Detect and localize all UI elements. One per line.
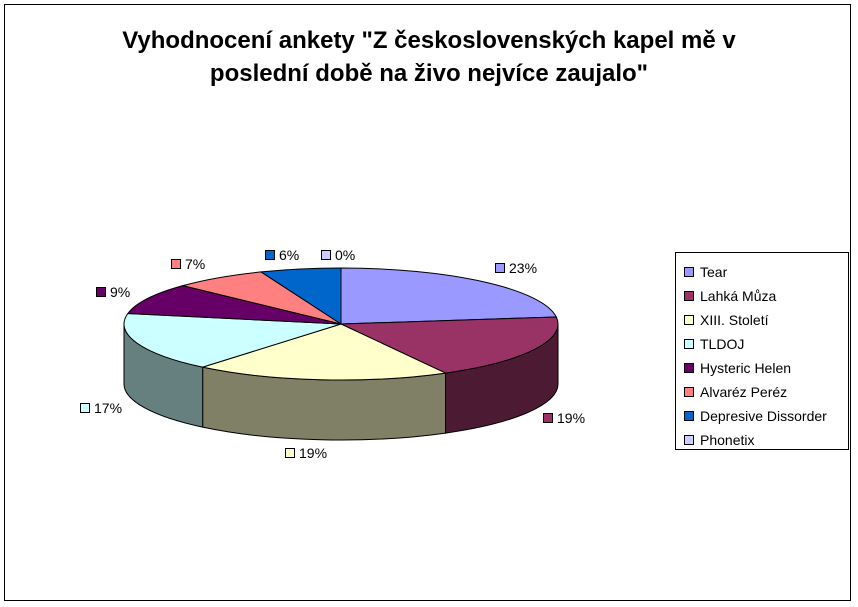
pie-slice-3 [123, 312, 342, 368]
data-label-text: 23% [509, 260, 538, 276]
legend-label: Lahká Můza [700, 288, 777, 304]
data-label-swatch [80, 403, 90, 413]
legend-swatch [684, 363, 694, 373]
legend-swatch [684, 387, 694, 397]
legend-label: Alvaréz Peréz [700, 384, 788, 400]
pie-slice-4 [126, 285, 342, 325]
legend-swatch [684, 435, 694, 445]
legend-label: Hysteric Helen [700, 360, 792, 376]
legend-item: Alvaréz Peréz [684, 380, 848, 404]
data-label-swatch [321, 250, 331, 260]
data-label-7: 0% [321, 247, 355, 263]
pie-slice-2 [200, 323, 448, 381]
pie-slice-6 [259, 267, 342, 325]
data-label-1: 19% [543, 410, 585, 426]
data-label-text: 9% [110, 284, 131, 300]
data-label-6: 6% [265, 247, 299, 263]
legend-label: TLDOJ [700, 336, 745, 352]
data-label-3: 17% [80, 400, 122, 416]
data-label-0: 23% [495, 260, 537, 276]
legend-item: TLDOJ [684, 332, 848, 356]
legend: Tear Lahká Můza XIII. Století TLDOJ Hysteric… [675, 252, 849, 450]
data-label-swatch [171, 259, 181, 269]
data-label-text: 7% [185, 256, 206, 272]
data-label-text: 6% [279, 247, 300, 263]
legend-item: XIII. Století [684, 308, 848, 332]
data-label-swatch [265, 250, 275, 260]
data-label-2: 19% [285, 445, 327, 461]
data-label-4: 9% [96, 284, 130, 300]
data-label-swatch [543, 413, 553, 423]
legend-item: Phonetix [684, 428, 848, 452]
legend-label: Depresive Dissorder [700, 408, 827, 424]
chart-title: Vyhodnocení ankety "Z československých k… [0, 24, 858, 90]
data-label-text: 19% [557, 410, 586, 426]
legend-swatch [684, 315, 694, 325]
legend-item: Tear [684, 260, 848, 284]
legend-item: Hysteric Helen [684, 356, 848, 380]
legend-swatch [684, 339, 694, 349]
data-label-swatch [495, 263, 505, 273]
data-label-swatch [285, 448, 295, 458]
legend-label: Tear [700, 264, 728, 280]
legend-item: Depresive Dissorder [684, 404, 848, 428]
pie-slice-1 [340, 316, 559, 374]
data-label-text: 0% [335, 247, 356, 263]
legend-label: XIII. Století [700, 312, 769, 328]
data-label-text: 17% [94, 400, 123, 416]
pie-slice-0 [340, 267, 558, 325]
legend-swatch [684, 291, 694, 301]
legend-item: Lahká Můza [684, 284, 848, 308]
legend-swatch [684, 267, 694, 277]
chart-title-line-2: poslední době na živo nejvíce zaujalo" [209, 60, 649, 87]
data-label-swatch [96, 287, 106, 297]
data-label-text: 19% [299, 445, 328, 461]
chart-title-line-1: Vyhodnocení ankety "Z československých k… [122, 27, 736, 54]
legend-swatch [684, 411, 694, 421]
data-label-5: 7% [171, 256, 205, 272]
legend-label: Phonetix [700, 432, 755, 448]
